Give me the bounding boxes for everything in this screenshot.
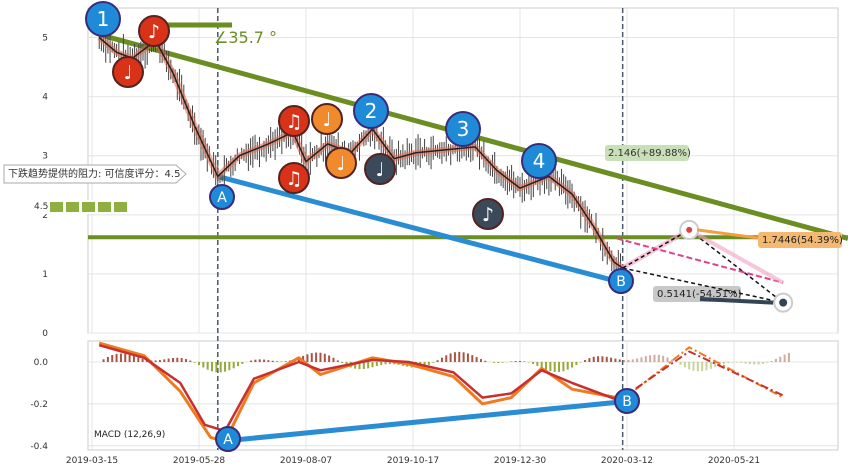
support-line-price [217,173,624,286]
projection-direct-line [622,267,784,304]
labels: ∠35.7 ° 下跌趋势提供的阻力: 可信度评分：4.5 4.5 2.146(+… [8,28,843,440]
target-b-arrow [699,297,774,305]
projection-node-down-dot [779,298,788,307]
resistance-label-box [3,164,187,184]
point-b-marker [608,268,634,294]
macd-y-tick-label: -0.4 [30,442,48,452]
signal-note-dark-glyph: ♩ [376,159,385,181]
price-panel-frame [87,7,839,334]
wave-marker-1-label: 1 [97,7,110,31]
signal-note-orange [311,103,343,135]
wave-marker-2-label: 2 [365,99,378,123]
macd-point-a-marker-label: A [223,432,233,448]
target-b-label: 0.5141(-54.51%) [657,289,742,300]
point-a-marker [209,184,235,210]
wave-marker-1 [85,1,121,37]
target-a-box [758,232,842,248]
signal-note-dark [364,153,396,185]
rating-star [66,202,79,212]
projection-node-up-dot [686,226,693,233]
signal-note-dark [472,198,504,230]
signal-note-red-glyph: ♩ [124,62,133,84]
macd-indicator-label: MACD (12,26,9) [94,430,165,440]
x-tick-label: 2020-05-21 [708,456,760,466]
signal-note-red [278,162,310,194]
resistance-extension [616,237,784,284]
rating-star [114,202,127,212]
macd-point-b-marker [614,388,640,414]
target-a-label: 1.7446(54.39%) [762,235,843,246]
macd-panel [98,341,790,445]
y-tick-label: 4 [42,93,48,103]
price-target-up-label: 2.146(+89.88%) [608,148,691,159]
wave-marker-2 [353,93,389,129]
signal-note-red-glyph: ♫ [285,168,302,190]
y-tick-label: 5 [42,34,48,44]
signal-note-red [138,15,170,47]
signal-note-red-glyph: ♪ [148,21,160,43]
signal-note-red [112,56,144,88]
signal-note-dark-glyph: ♪ [482,204,494,226]
y-tick-label: 2 [42,211,48,221]
annotation-layer [3,8,848,450]
signal-note-orange-glyph: ♩ [337,153,346,175]
target-a-arrow [696,228,759,240]
macd-y-tick-label: 0.0 [34,358,49,368]
y-tick-label: 0 [42,329,48,339]
macd-point-b-marker-label: B [622,394,632,410]
signal-note-red-glyph: ♫ [285,111,302,133]
macd-y-tick-label: -0.2 [30,400,48,410]
wave-marker-3-label: 3 [457,117,470,141]
y-tick-label: 1 [42,270,48,280]
wave-marker-4 [521,143,557,179]
x-tick-label: 2019-12-30 [494,456,547,466]
projection-down-line [688,229,784,304]
projection-flank [688,228,785,285]
x-tick-label: 2019-08-07 [280,456,332,466]
y-tick-label: 3 [42,152,48,162]
angle-label: ∠35.7 ° [214,28,277,47]
signal-note-orange-glyph: ♩ [323,109,332,131]
x-tick-label: 2019-03-15 [66,456,118,466]
macd-support-line [217,399,623,445]
signal-note-orange [325,147,357,179]
point-a-marker-label: A [217,190,227,206]
x-tick-label: 2019-05-28 [173,456,226,466]
macd-projection-line [622,350,784,399]
point-b-marker-label: B [616,274,626,290]
rating-value: 4.5 [34,202,48,212]
macd-line [98,343,618,433]
macd-point-a-marker [215,426,241,452]
x-tick-label: 2020-03-12 [601,456,653,466]
wave-marker-3 [445,111,481,147]
resistance-label: 下跌趋势提供的阻力: 可信度评分：4.5 [8,167,180,180]
x-tick-label: 2019-10-17 [387,456,439,466]
rating-star [50,202,63,212]
rating-star [82,202,95,212]
rating-star [98,202,111,212]
price-target-up-box [605,145,689,161]
signal-note-red [278,105,310,137]
wave-marker-4-label: 4 [533,149,546,173]
